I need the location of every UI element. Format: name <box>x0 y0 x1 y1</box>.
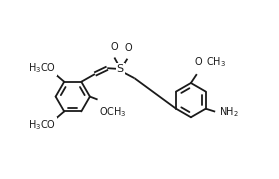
Text: H$_3$CO: H$_3$CO <box>28 61 56 75</box>
Text: OCH$_3$: OCH$_3$ <box>99 105 127 119</box>
Text: CH$_3$: CH$_3$ <box>206 55 226 69</box>
Text: O: O <box>194 57 202 67</box>
Text: O: O <box>110 42 118 52</box>
Text: H$_3$CO: H$_3$CO <box>28 118 56 132</box>
Text: S: S <box>117 64 124 74</box>
Text: O: O <box>124 43 132 53</box>
Text: NH$_2$: NH$_2$ <box>219 105 239 118</box>
